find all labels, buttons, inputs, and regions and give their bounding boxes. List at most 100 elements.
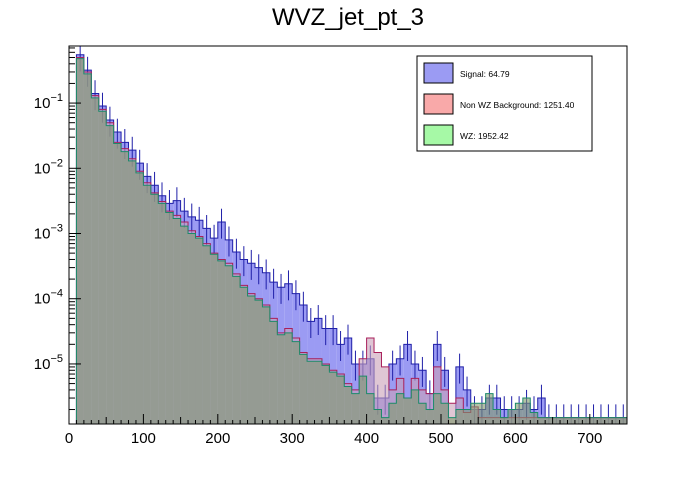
bar	[158, 203, 166, 424]
x-tick-label: 300	[280, 430, 305, 447]
plot-area	[75, 46, 627, 424]
x-tick-label: 100	[131, 430, 156, 447]
bar	[493, 409, 501, 424]
legend: Signal: 64.79 Non WZ Background: 1251.40 W…	[416, 55, 593, 152]
bar	[344, 386, 352, 424]
bar	[113, 143, 122, 424]
series-outline	[75, 58, 627, 424]
bar	[366, 393, 375, 424]
bar	[448, 403, 456, 424]
bar	[545, 417, 553, 424]
bar	[128, 160, 136, 424]
bar	[277, 334, 285, 424]
x-tick-label: 700	[577, 430, 602, 447]
x-tick-label: 200	[205, 430, 230, 447]
bar	[314, 361, 322, 424]
bar	[247, 296, 255, 424]
bar	[202, 245, 211, 424]
bar	[507, 409, 516, 424]
x-tick-label: 400	[354, 430, 379, 447]
bar	[98, 111, 107, 424]
bar	[344, 337, 352, 424]
x-tick-label: 500	[428, 430, 453, 447]
bar	[604, 417, 613, 424]
bar	[195, 238, 203, 424]
legend-swatch	[423, 93, 454, 115]
bar	[552, 417, 561, 424]
bar	[106, 125, 114, 424]
bar	[188, 233, 196, 424]
bar	[91, 97, 99, 424]
bar	[448, 417, 456, 424]
bar	[418, 403, 427, 424]
bar	[121, 151, 129, 424]
bar	[262, 306, 270, 424]
bar	[321, 365, 330, 424]
bar	[530, 412, 538, 424]
series-wz	[75, 58, 627, 424]
bar	[217, 260, 226, 424]
bar	[374, 352, 382, 424]
bar	[574, 417, 583, 424]
legend-swatch	[423, 62, 454, 84]
bar	[560, 417, 568, 424]
bar	[232, 276, 241, 424]
bar	[269, 321, 278, 424]
bar	[359, 376, 367, 424]
bar	[426, 409, 434, 424]
bar	[470, 403, 479, 424]
legend-label: Signal: 64.79	[460, 69, 510, 79]
bar	[83, 73, 92, 424]
bar	[150, 194, 159, 424]
bar	[567, 417, 575, 424]
x-tick-label: 600	[503, 430, 528, 447]
bar	[597, 417, 605, 424]
plot-clip-group	[75, 46, 627, 424]
chart-title: WVZ_jet_pt_3	[272, 4, 424, 31]
bar	[329, 372, 337, 424]
bar	[433, 393, 441, 424]
bar	[515, 403, 523, 424]
bar	[255, 300, 263, 424]
bar	[299, 354, 308, 424]
bar	[522, 398, 531, 424]
bar	[336, 376, 345, 424]
bar	[225, 265, 233, 424]
bar	[351, 393, 360, 424]
y-tick-label: 10−3	[34, 223, 63, 243]
x-tick-label: 0	[65, 430, 73, 447]
bar	[455, 409, 464, 424]
bar	[396, 393, 404, 424]
bar	[210, 254, 218, 424]
bar	[143, 185, 151, 424]
legend-swatch	[423, 124, 454, 146]
bar	[500, 417, 508, 424]
bar	[403, 398, 412, 424]
series-outline	[75, 54, 627, 424]
plot-frame	[68, 45, 628, 425]
legend-label: Non WZ Background: 1251.40	[460, 100, 575, 110]
bar	[612, 417, 620, 424]
bar	[582, 417, 590, 424]
axes: 0 100 200 300 400 500 600 700 10−1 10−2 10−3 10−4 10…	[34, 45, 628, 447]
bar	[374, 409, 382, 424]
bar	[537, 417, 546, 424]
bar	[381, 417, 389, 424]
bar	[441, 403, 449, 424]
bar	[619, 417, 627, 424]
bar	[589, 417, 598, 424]
legend-label: WZ: 1952.42	[460, 131, 509, 141]
bar	[463, 389, 471, 424]
bar	[76, 58, 84, 424]
bar	[292, 341, 300, 424]
bar	[180, 226, 189, 424]
bar	[478, 403, 486, 424]
bar	[463, 409, 471, 424]
bar	[455, 366, 464, 424]
bar	[173, 218, 181, 424]
bar	[240, 287, 248, 424]
y-tick-label: 10−2	[34, 157, 63, 177]
bar	[403, 344, 412, 424]
bar	[165, 212, 174, 424]
